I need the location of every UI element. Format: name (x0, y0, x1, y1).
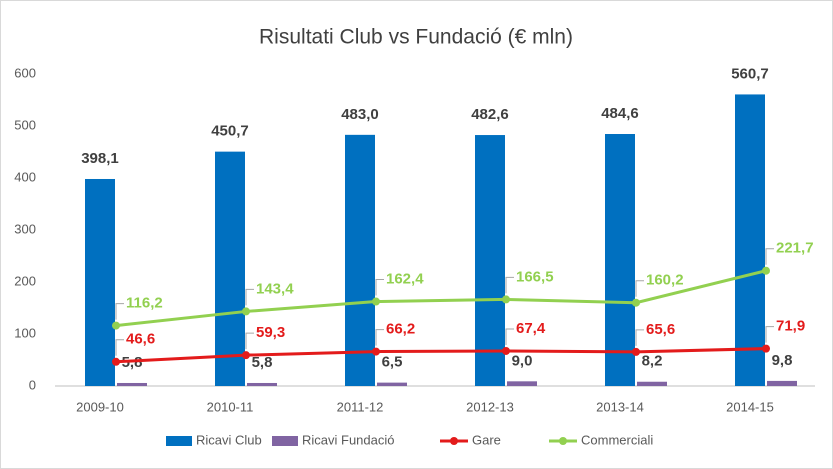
data-label: 560,7 (731, 65, 769, 82)
data-label: 71,9 (776, 318, 805, 335)
bar (767, 380, 797, 386)
data-label: 6,5 (382, 354, 403, 371)
legend-swatch (272, 436, 298, 446)
bar (735, 94, 765, 386)
data-label: 143,4 (256, 280, 294, 297)
x-tick-label: 2011-12 (337, 399, 384, 414)
point (502, 346, 510, 355)
legend-label: Ricavi Fundació (302, 432, 395, 447)
y-tick-label: 300 (14, 221, 36, 236)
chart-title: Risultati Club vs Fundació (€ mln) (259, 26, 573, 49)
bar (345, 134, 375, 386)
point (762, 344, 770, 353)
leader-line (375, 279, 384, 296)
data-label: 116,2 (126, 295, 163, 312)
leader-line (115, 339, 124, 356)
data-label: 450,7 (211, 123, 249, 140)
legend-swatch (559, 437, 567, 445)
data-label: 9,0 (512, 352, 533, 369)
point (502, 295, 510, 304)
line (115, 347, 767, 364)
leader-line (245, 288, 254, 306)
bar (637, 381, 667, 386)
point (372, 347, 380, 356)
legend-swatch (450, 437, 458, 445)
legend-swatch (166, 436, 192, 446)
line (115, 269, 767, 328)
data-label: 5,8 (252, 354, 273, 371)
leader-line (505, 276, 514, 294)
data-label: 8,2 (642, 353, 663, 370)
leader-line (765, 248, 774, 265)
bar (475, 135, 505, 386)
data-label: 162,4 (386, 271, 424, 288)
point (112, 357, 120, 366)
legend-label: Commerciali (581, 432, 653, 447)
bar (85, 178, 115, 386)
point (242, 351, 250, 360)
leader-line (765, 326, 774, 343)
data-label: 66,2 (386, 321, 415, 338)
y-tick-label: 400 (14, 169, 36, 184)
y-tick-label: 500 (14, 117, 36, 132)
leader-line (505, 328, 514, 345)
y-tick-label: 100 (14, 325, 36, 340)
data-label: 59,3 (256, 324, 285, 341)
data-label: 46,6 (126, 331, 155, 348)
leader-line (635, 280, 644, 297)
data-label: 166,5 (516, 268, 554, 285)
data-label: 221,7 (776, 240, 814, 257)
leader-line (245, 332, 254, 350)
bar (605, 134, 635, 386)
legend-label: Gare (472, 432, 501, 447)
bar (117, 382, 147, 386)
data-label: 483,0 (341, 106, 379, 123)
point (632, 347, 640, 356)
x-tick-label: 2013-14 (596, 399, 644, 414)
leader-line (635, 329, 644, 346)
point (372, 297, 380, 306)
bar (247, 382, 277, 386)
x-tick-label: 2014-15 (726, 399, 774, 414)
point (762, 266, 770, 275)
x-tick-label: 2012-13 (466, 399, 514, 414)
point (112, 321, 120, 330)
bar (507, 381, 537, 386)
x-tick-label: 2010-11 (207, 399, 254, 414)
data-label: 160,2 (646, 272, 684, 289)
data-label: 482,6 (471, 106, 509, 123)
data-label: 484,6 (601, 105, 639, 122)
point (242, 307, 250, 316)
leader-line (115, 303, 124, 320)
x-tick-label: 2009-10 (76, 399, 124, 414)
leader-line (375, 329, 384, 346)
legend-label: Ricavi Club (196, 432, 262, 447)
data-label: 65,6 (646, 321, 675, 338)
data-label: 9,8 (772, 352, 793, 369)
data-label: 67,4 (516, 320, 546, 337)
bar (377, 382, 407, 386)
y-tick-label: 0 (29, 377, 36, 392)
y-tick-label: 600 (14, 65, 36, 80)
bar (215, 151, 245, 386)
data-label: 398,1 (81, 150, 119, 167)
y-tick-label: 200 (14, 273, 36, 288)
point (632, 298, 640, 307)
